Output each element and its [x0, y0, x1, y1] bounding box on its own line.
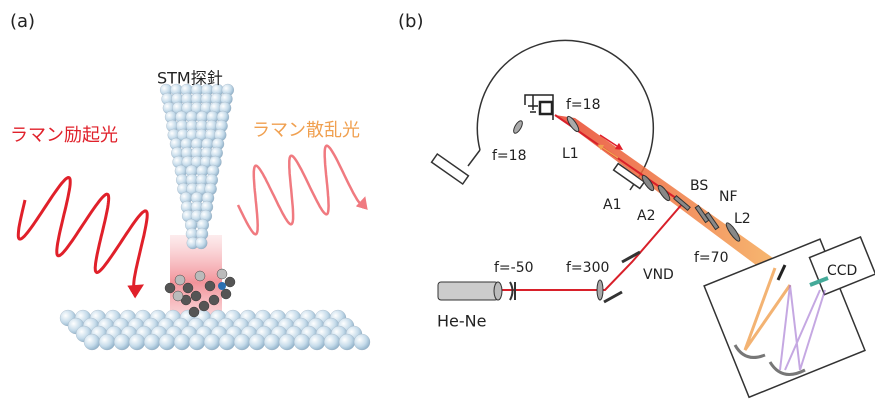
atom [195, 237, 207, 249]
atom [294, 334, 310, 350]
atom [199, 301, 209, 311]
component-label: f=-50 [494, 260, 534, 276]
atom [174, 334, 190, 350]
atom [144, 334, 160, 350]
atom [234, 334, 250, 350]
atom [354, 334, 370, 350]
atom [309, 334, 325, 350]
mirror [604, 292, 622, 302]
atom [173, 291, 183, 301]
atom [249, 334, 265, 350]
atom [205, 281, 215, 291]
excitation-label: ラマン励起光 [10, 125, 118, 146]
component-label: BS [690, 178, 708, 194]
atom [99, 334, 115, 350]
light-wave [18, 178, 147, 290]
light-wave [238, 146, 364, 235]
atom [191, 291, 201, 301]
atom [159, 334, 175, 350]
atom [221, 289, 231, 299]
atom [218, 282, 226, 290]
panel-label: (a) [10, 11, 35, 32]
component-label: A2 [637, 208, 655, 224]
component-label: A1 [603, 197, 621, 213]
atom [189, 334, 205, 350]
atom [324, 334, 340, 350]
atom [165, 283, 175, 293]
atom [175, 275, 185, 285]
atom [264, 334, 280, 350]
atom [183, 283, 193, 293]
laser-body [438, 282, 498, 300]
component-label: f=18 [492, 148, 526, 164]
component-label: NF [719, 189, 738, 205]
substrate [60, 310, 370, 350]
component-label: f=18 [566, 97, 600, 113]
laser-end [494, 282, 502, 300]
component-label: L2 [734, 211, 751, 227]
atom [129, 334, 145, 350]
tip-label: STM探針 [157, 69, 223, 88]
component-label: He-Ne [437, 312, 486, 331]
lens [512, 119, 524, 134]
atom [189, 307, 199, 317]
stm-tip [160, 84, 234, 249]
atom [195, 271, 205, 281]
atom [339, 334, 355, 350]
atom [204, 334, 220, 350]
atom [114, 334, 130, 350]
scattered-label: ラマン散乱光 [252, 120, 360, 141]
atom [225, 277, 235, 287]
component-label: VND [643, 267, 674, 283]
atom [84, 334, 100, 350]
component-label: L1 [562, 146, 579, 162]
atom [219, 334, 235, 350]
lens [597, 280, 603, 300]
sample [540, 102, 552, 114]
component-label: CCD [827, 263, 857, 279]
atom [217, 269, 227, 279]
panel-label: (b) [398, 11, 423, 32]
window [432, 154, 469, 184]
component-label: f=300 [566, 260, 609, 276]
figure: (a) STM探針 ラマン励起光 ラマン散乱光 (b) f=18 L1 f=18… [0, 0, 875, 406]
atom [209, 295, 219, 305]
atom [279, 334, 295, 350]
component-label: f=70 [694, 250, 728, 266]
